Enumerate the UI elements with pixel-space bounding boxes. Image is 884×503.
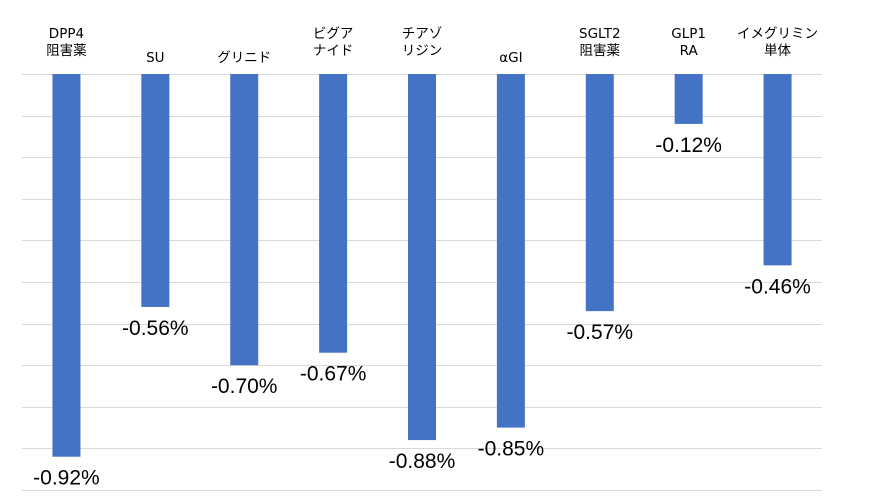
bar — [408, 74, 436, 441]
category-label: イメグリミン単体 — [737, 26, 818, 59]
category-label: グリニド — [217, 50, 271, 66]
bar-series — [52, 74, 792, 457]
category-label: チアゾリジン — [402, 26, 443, 59]
bar — [319, 74, 348, 353]
category-label: GLP1 RA — [671, 26, 706, 59]
category-label: DPP4 阻害薬 — [46, 26, 87, 59]
category-label: ビグアナイド — [313, 26, 354, 59]
bar — [141, 74, 170, 307]
data-label: -0.46% — [744, 275, 811, 298]
data-label: -0.70% — [211, 375, 278, 398]
data-label: -0.85% — [478, 438, 545, 461]
data-labels: -0.92% -0.56% -0.70% -0.67% -0.88% -0.85% -0.5… — [33, 134, 811, 490]
data-label: -0.56% — [122, 317, 189, 340]
data-label: -0.12% — [655, 134, 722, 157]
bar — [230, 74, 259, 366]
bar — [585, 74, 614, 312]
bar — [496, 74, 525, 428]
category-labels: DPP4 阻害薬 SU グリニド ビグアナイド チアゾリジン αGI SGLT2 阻害薬 GLP1… — [46, 26, 818, 66]
bar — [674, 74, 703, 124]
data-label: -0.57% — [567, 321, 634, 344]
data-label: -0.92% — [33, 467, 100, 490]
bar — [52, 74, 81, 457]
category-label: αGI — [499, 50, 522, 66]
category-label: SGLT2 阻害薬 — [579, 26, 621, 59]
category-label: SU — [146, 50, 164, 66]
data-label: -0.67% — [300, 363, 367, 386]
bar — [763, 74, 792, 266]
data-label: -0.88% — [389, 450, 456, 473]
